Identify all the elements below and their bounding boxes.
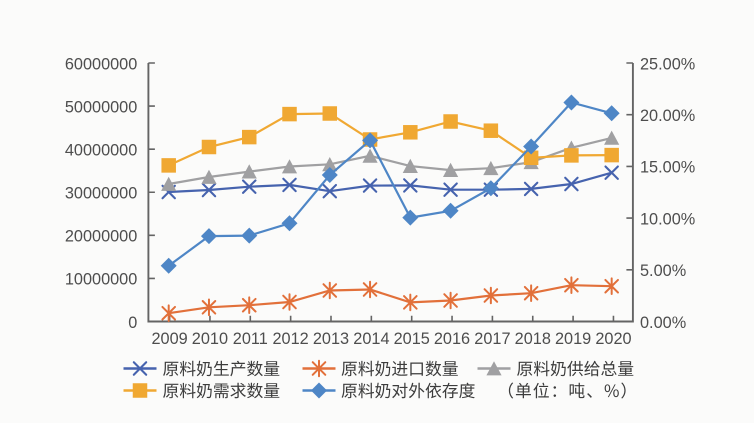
- svg-text:2018: 2018: [515, 330, 551, 348]
- svg-text:2014: 2014: [353, 330, 389, 348]
- svg-text:2019: 2019: [555, 330, 591, 348]
- svg-text:2011: 2011: [233, 330, 268, 348]
- svg-text:15.00%: 15.00%: [640, 159, 695, 177]
- svg-text:2013: 2013: [313, 330, 349, 348]
- svg-text:60000000: 60000000: [65, 55, 137, 73]
- svg-text:2017: 2017: [474, 330, 510, 348]
- svg-text:10000000: 10000000: [65, 271, 137, 289]
- svg-text:2015: 2015: [394, 330, 430, 348]
- svg-text:20.00%: 20.00%: [640, 107, 695, 125]
- svg-text:10.00%: 10.00%: [640, 210, 695, 228]
- svg-text:2009: 2009: [151, 330, 187, 348]
- svg-text:20000000: 20000000: [65, 228, 137, 246]
- svg-text:2020: 2020: [595, 330, 631, 348]
- svg-text:50000000: 50000000: [65, 98, 137, 116]
- svg-text:5.00%: 5.00%: [640, 262, 686, 280]
- svg-text:2010: 2010: [192, 330, 228, 348]
- svg-text:0: 0: [128, 314, 137, 332]
- svg-text:2016: 2016: [434, 330, 470, 348]
- svg-text:30000000: 30000000: [65, 185, 137, 203]
- svg-text:2012: 2012: [272, 330, 308, 348]
- svg-text:40000000: 40000000: [65, 142, 137, 160]
- svg-text:25.00%: 25.00%: [640, 55, 695, 73]
- svg-text:0.00%: 0.00%: [640, 314, 686, 332]
